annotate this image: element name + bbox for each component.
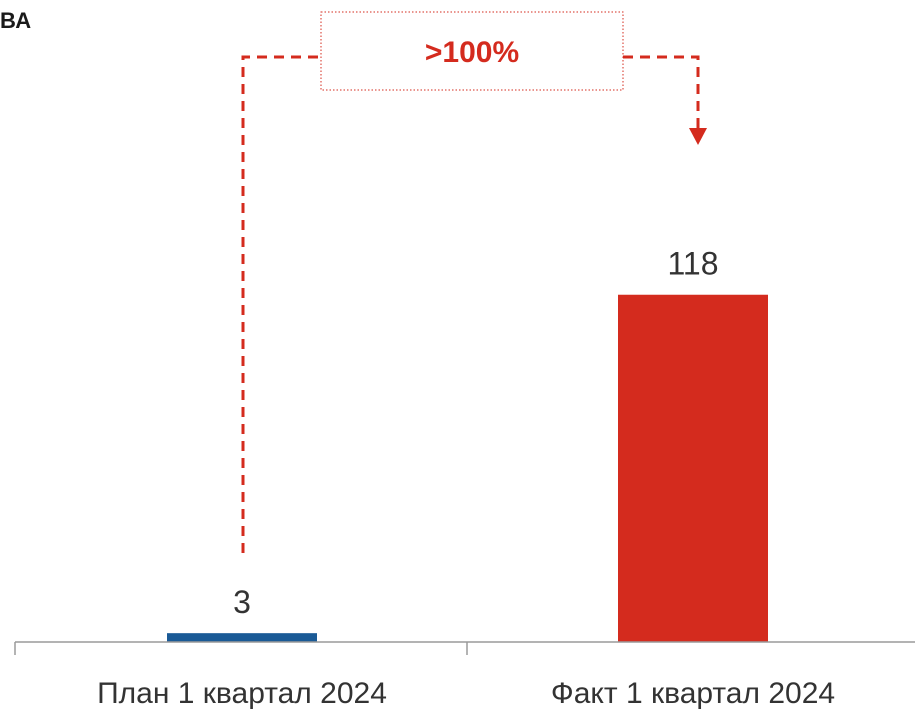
category-label-1: План 1 квартал 2024 (97, 677, 387, 710)
annotation-arrowhead (689, 128, 707, 145)
data-label-2: 118 (667, 246, 718, 282)
annotation-left-connector (241, 55, 321, 553)
annotation-right-connector (623, 55, 700, 128)
annotation-box (320, 11, 624, 91)
annotation-text: >100% (425, 36, 519, 69)
labels-layer: 3 План 1 квартал 2024 118 Факт 1 квартал 20… (97, 246, 835, 710)
title-fragment: ВА (0, 8, 32, 33)
data-label-1: 3 (233, 584, 251, 620)
growth-annotation: >100% (241, 11, 707, 553)
category-label-2: Факт 1 квартал 2024 (551, 677, 835, 710)
x-axis (14, 641, 915, 655)
bar-2 (618, 294, 768, 642)
bar-1 (167, 633, 317, 642)
bars-layer (167, 294, 768, 642)
